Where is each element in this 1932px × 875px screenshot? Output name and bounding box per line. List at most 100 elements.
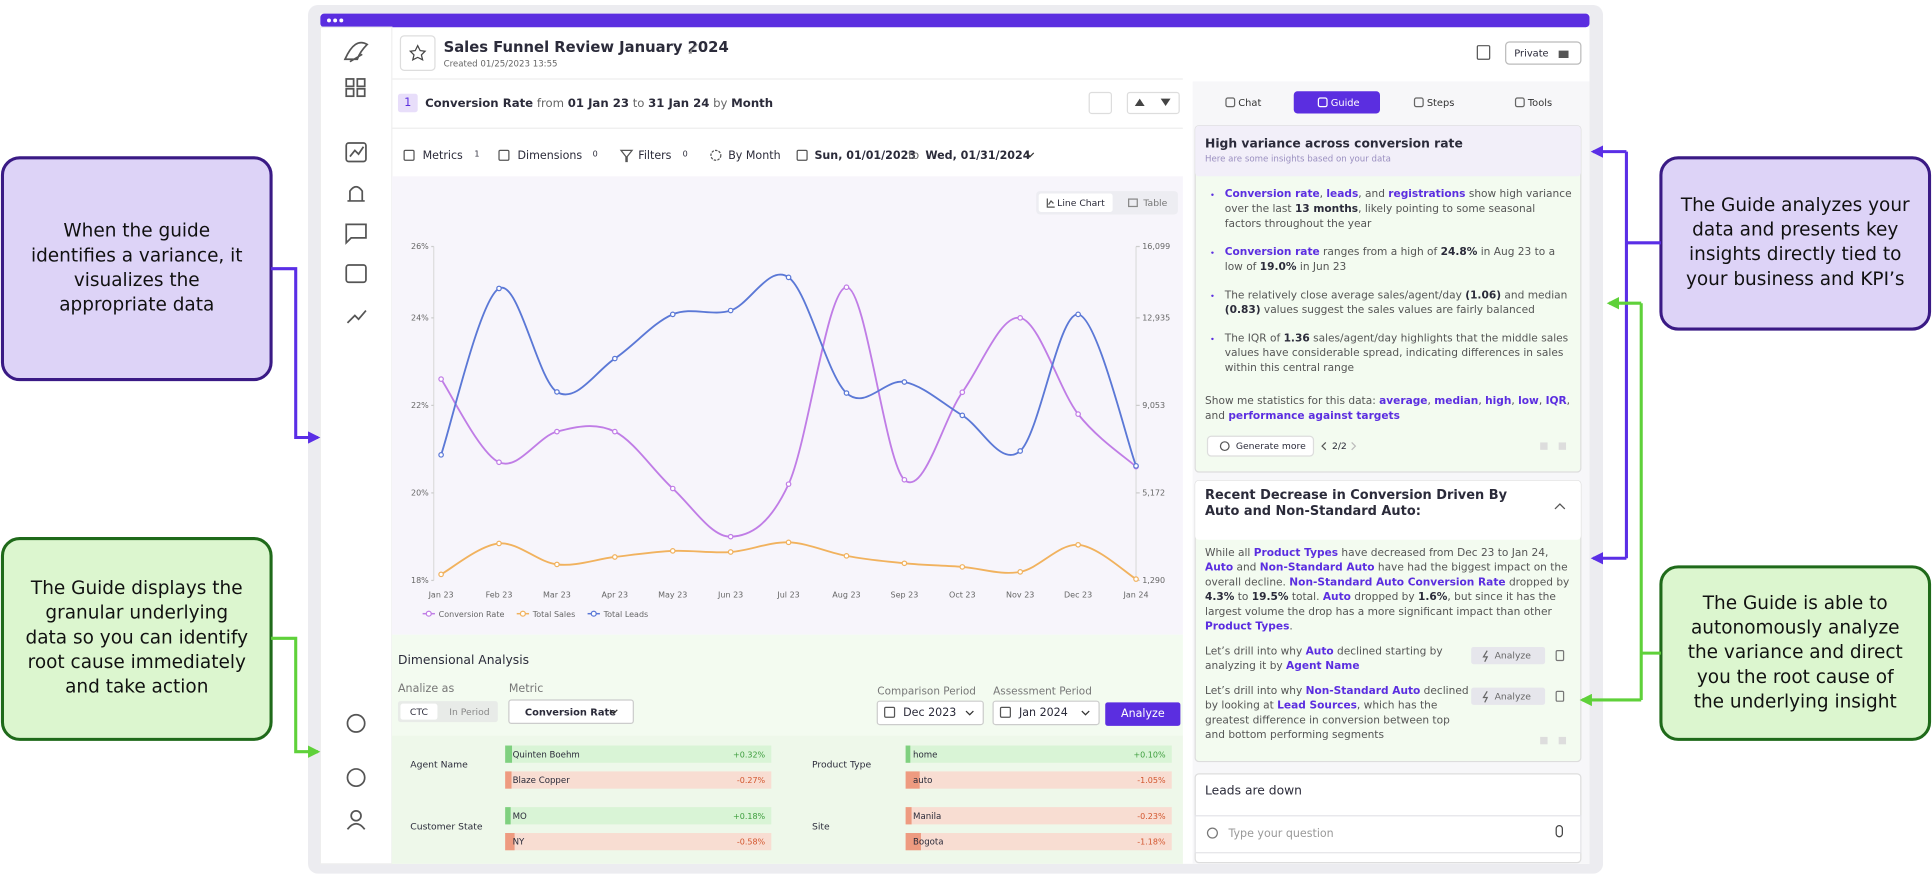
line-chart-icon [1046,198,1055,208]
thumb-down[interactable] [1558,442,1567,450]
dimension-bar [505,745,513,763]
nav-chart[interactable] [345,142,367,163]
generate-label: Generate more [1236,441,1306,452]
generate-button[interactable] [1206,435,1315,457]
nav-grid[interactable] [356,78,366,88]
annotation-line: you the root cause of [1697,667,1894,688]
nav-user[interactable] [350,809,362,822]
text-run: show high variance over the last [1224,188,1572,216]
view-active[interactable] [1038,193,1113,213]
nav-grid[interactable] [345,78,355,88]
annotation-line: insights directly tied to [1689,244,1901,265]
order-buttons[interactable] [1126,91,1180,115]
nav-user-body [346,822,366,830]
y-tick-label: 18% [411,576,429,585]
delete-icon[interactable] [1555,650,1565,662]
point [669,548,676,554]
mode-active[interactable] [400,703,438,720]
point [554,389,560,395]
edit-icon[interactable] [688,44,698,54]
mic-icon[interactable] [1555,825,1563,838]
visibility: Private [1514,49,1548,60]
toolbar-filters: Filters [638,149,671,162]
text-run: 13 months [1294,203,1359,216]
text-run: in Jun 23 [1296,261,1347,274]
calendar-icon [884,706,896,718]
text-run: , likely pointing to some seasonal facto… [1224,203,1536,231]
text-run: , and [1358,188,1389,201]
text-run: Lead Sources [1277,699,1357,713]
text-run: Conversion rate [1224,188,1320,201]
collapse-icon[interactable] [1554,503,1566,510]
analyze-small[interactable] [1471,646,1546,665]
text-run: registrations [1388,188,1466,201]
y-tick-label: 20% [411,488,429,497]
dimension-item: home [913,750,937,760]
analyze-small[interactable] [1471,687,1546,705]
analyze-button[interactable] [1105,702,1181,726]
insight-bullet: The relatively close average sales/agent… [1225,288,1575,318]
annotation-line: your business and KPI’s [1686,269,1905,290]
annotation-line: data and presents key [1692,220,1898,241]
tab-label: Guide [1331,98,1360,109]
period-dropdown[interactable] [992,700,1100,726]
nav-grid[interactable] [345,87,355,98]
panel-title: Dimensional Analysis [398,653,529,667]
x-tick-label: Jan 23 [428,591,454,600]
toolbar-period: By Month [728,149,780,162]
point [1075,411,1081,417]
text-run: 1.36 [1283,332,1310,346]
dimension-item: Quinten Boehm [513,750,580,760]
decrease-body-body: While all Product Types have decreased f… [1205,546,1575,632]
page-title: Sales Funnel Review January 2024 [444,39,729,56]
toolbar-count: 0 [593,150,598,159]
duplicate-button[interactable] [1088,91,1113,115]
private-button[interactable] [1505,41,1582,65]
x-tick-label: Sep 23 [890,591,918,600]
metric: Conversion Rate [525,707,616,718]
question-input[interactable] [1194,815,1582,854]
delete-icon[interactable] [1555,690,1565,702]
nav-help[interactable] [346,768,366,788]
text-run: Conversion rate [1224,246,1320,259]
x-tick-label: Jul 23 [776,591,799,600]
legend-entry: Conversion Rate [439,610,505,619]
thumb-down[interactable] [1558,736,1567,745]
nav-grid[interactable] [356,87,366,98]
point [496,285,502,292]
tab-active[interactable] [1293,91,1380,114]
copy-icon[interactable] [1476,45,1491,60]
x-tick-label: Oct 23 [949,591,976,600]
x-tick-label: Jun 23 [717,591,743,600]
nav-report[interactable] [345,264,367,284]
nav-settings[interactable] [346,713,366,733]
nav-chat[interactable] [345,223,367,245]
text-run: to [1234,591,1252,604]
toolbar-count: 1 [474,150,479,159]
metric-dropdown[interactable] [508,699,634,724]
text-run: (1.06) [1465,289,1502,302]
point [612,355,618,362]
pager-next[interactable] [1351,441,1357,451]
annotation-line: granular underlying [45,603,228,624]
thumb-up[interactable] [1540,442,1548,450]
tab-icon [1317,97,1328,108]
pager-prev[interactable] [1321,441,1327,451]
thumb-up[interactable] [1540,736,1548,745]
text-run: Agent Name [1286,660,1360,673]
dimension-item: Manila [913,812,941,822]
analyze-small-label: Analyze [1495,651,1532,662]
insight-prompt-body: Show me statistics for this data: averag… [1205,394,1577,424]
nav-icons [343,41,369,830]
point [959,389,966,396]
text-run: performance against targets [1228,410,1400,423]
text-run: The IQR of [1224,332,1284,346]
favorite-button[interactable] [399,35,436,71]
nav-magic[interactable] [346,310,367,324]
nav-alert[interactable] [347,185,365,202]
point [843,390,850,396]
period-dropdown[interactable] [876,700,984,726]
period-icon [710,149,722,161]
text-run: While all [1205,547,1254,560]
